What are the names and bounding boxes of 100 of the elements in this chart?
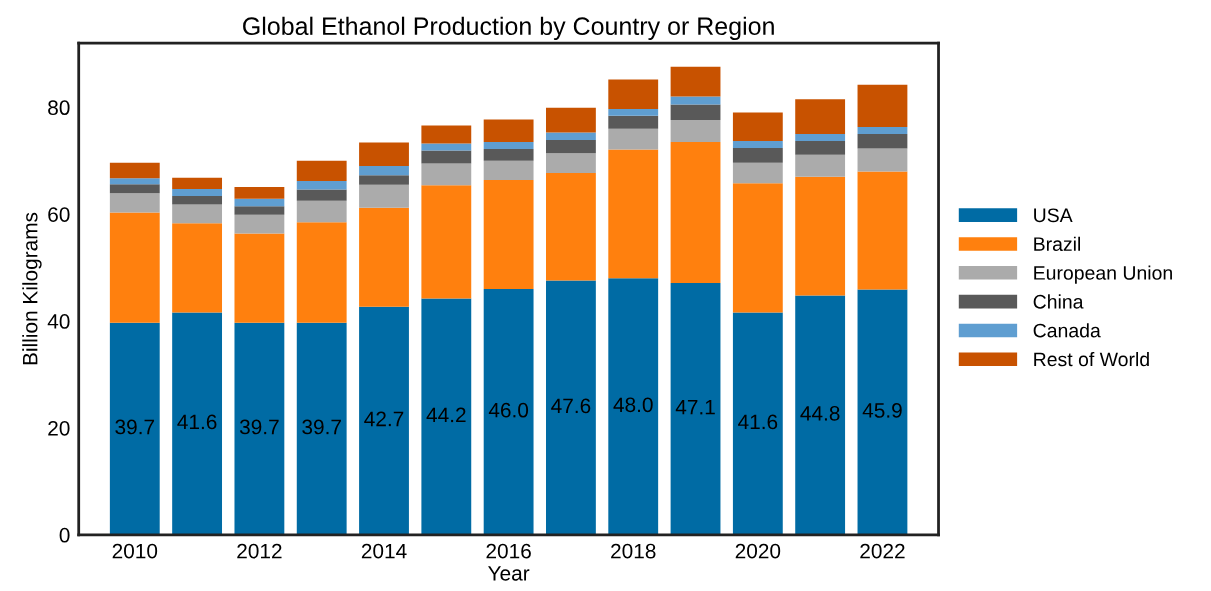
bar xyxy=(421,143,472,151)
bar xyxy=(795,295,846,535)
bar xyxy=(546,132,596,140)
bar xyxy=(421,163,472,186)
legend-label: Brazil xyxy=(1034,236,1080,251)
y-axis-title: Billion Kilograms xyxy=(22,212,42,365)
x-tick-label: 2020 xyxy=(735,543,781,559)
bar xyxy=(172,177,223,190)
bar xyxy=(732,162,783,184)
bar xyxy=(732,312,783,535)
bar xyxy=(608,128,659,150)
bar xyxy=(296,322,347,535)
bar xyxy=(421,298,472,535)
bar xyxy=(109,193,160,213)
bar xyxy=(546,139,596,154)
bar xyxy=(670,120,721,143)
bar xyxy=(109,184,160,194)
bar xyxy=(172,196,223,205)
legend-label: European Union xyxy=(1034,265,1172,284)
bar xyxy=(795,99,846,134)
bar xyxy=(109,178,160,185)
bar xyxy=(857,84,908,128)
y-tick-label: 40 xyxy=(47,314,70,329)
bar xyxy=(546,153,596,174)
bar xyxy=(109,162,160,179)
data-label: 41.6 xyxy=(177,414,217,430)
bar xyxy=(359,142,409,167)
bar xyxy=(732,147,783,163)
bar xyxy=(109,212,160,323)
x-tick-label: 2022 xyxy=(860,543,905,559)
bar xyxy=(483,289,534,535)
bar xyxy=(172,223,223,313)
bar xyxy=(857,134,908,149)
bar xyxy=(296,200,347,223)
bar xyxy=(172,312,223,535)
data-label: 39.7 xyxy=(302,419,341,435)
data-label: 41.6 xyxy=(738,414,778,430)
bar xyxy=(359,166,409,176)
data-label: 46.0 xyxy=(488,402,529,418)
bar xyxy=(732,183,783,313)
bar xyxy=(234,214,285,234)
data-label: 48.0 xyxy=(613,397,653,413)
bar xyxy=(795,140,846,155)
bar xyxy=(483,179,534,289)
y-tick-label: 60 xyxy=(48,207,70,222)
bar xyxy=(359,207,409,307)
x-tick-label: 2012 xyxy=(237,543,282,559)
data-label: 44.2 xyxy=(426,407,466,423)
legend-label: Canada xyxy=(1033,323,1101,338)
x-tick-label: 2018 xyxy=(611,543,656,559)
bar xyxy=(296,181,347,190)
bar xyxy=(608,108,659,116)
bar xyxy=(670,96,721,105)
bar xyxy=(670,142,721,284)
bar xyxy=(109,322,160,535)
bar xyxy=(483,142,534,149)
bar xyxy=(857,127,908,134)
bar xyxy=(795,176,846,296)
bar xyxy=(359,306,409,535)
bar xyxy=(732,112,783,141)
bar xyxy=(296,222,347,323)
chart-title: Global Ethanol Production by Country or Region xyxy=(243,16,774,40)
data-label: 39.7 xyxy=(239,419,279,435)
y-tick-label: 0 xyxy=(59,527,70,543)
bar xyxy=(234,186,285,199)
bar xyxy=(421,150,472,164)
bar xyxy=(483,119,534,143)
bar xyxy=(483,160,534,180)
bar xyxy=(670,283,721,535)
x-tick-label: 2014 xyxy=(361,543,407,559)
bar xyxy=(608,278,659,535)
bar xyxy=(421,125,472,144)
bar xyxy=(546,280,596,535)
data-label: 47.1 xyxy=(675,400,715,415)
legend-label: China xyxy=(1033,294,1084,309)
bar xyxy=(608,115,659,129)
data-label: 47.6 xyxy=(551,398,591,414)
bar xyxy=(421,185,472,299)
bar xyxy=(670,104,721,121)
y-tick-label: 20 xyxy=(48,420,70,436)
y-tick-label: 80 xyxy=(48,100,70,116)
bar xyxy=(546,107,596,133)
bar xyxy=(857,148,908,172)
bar xyxy=(359,175,409,185)
bar xyxy=(172,204,223,224)
bar xyxy=(234,206,285,215)
bar xyxy=(296,189,347,201)
bar xyxy=(234,322,285,535)
bar xyxy=(857,171,908,290)
bar xyxy=(857,289,908,535)
bar xyxy=(172,189,223,196)
data-label: 45.9 xyxy=(862,403,902,418)
bar xyxy=(608,149,659,279)
bar xyxy=(483,148,534,161)
bar xyxy=(234,233,285,323)
x-axis-title: Year xyxy=(488,566,530,581)
bar xyxy=(608,79,659,109)
bar xyxy=(795,134,846,141)
bar xyxy=(359,184,409,208)
x-tick-label: 2016 xyxy=(486,543,531,559)
